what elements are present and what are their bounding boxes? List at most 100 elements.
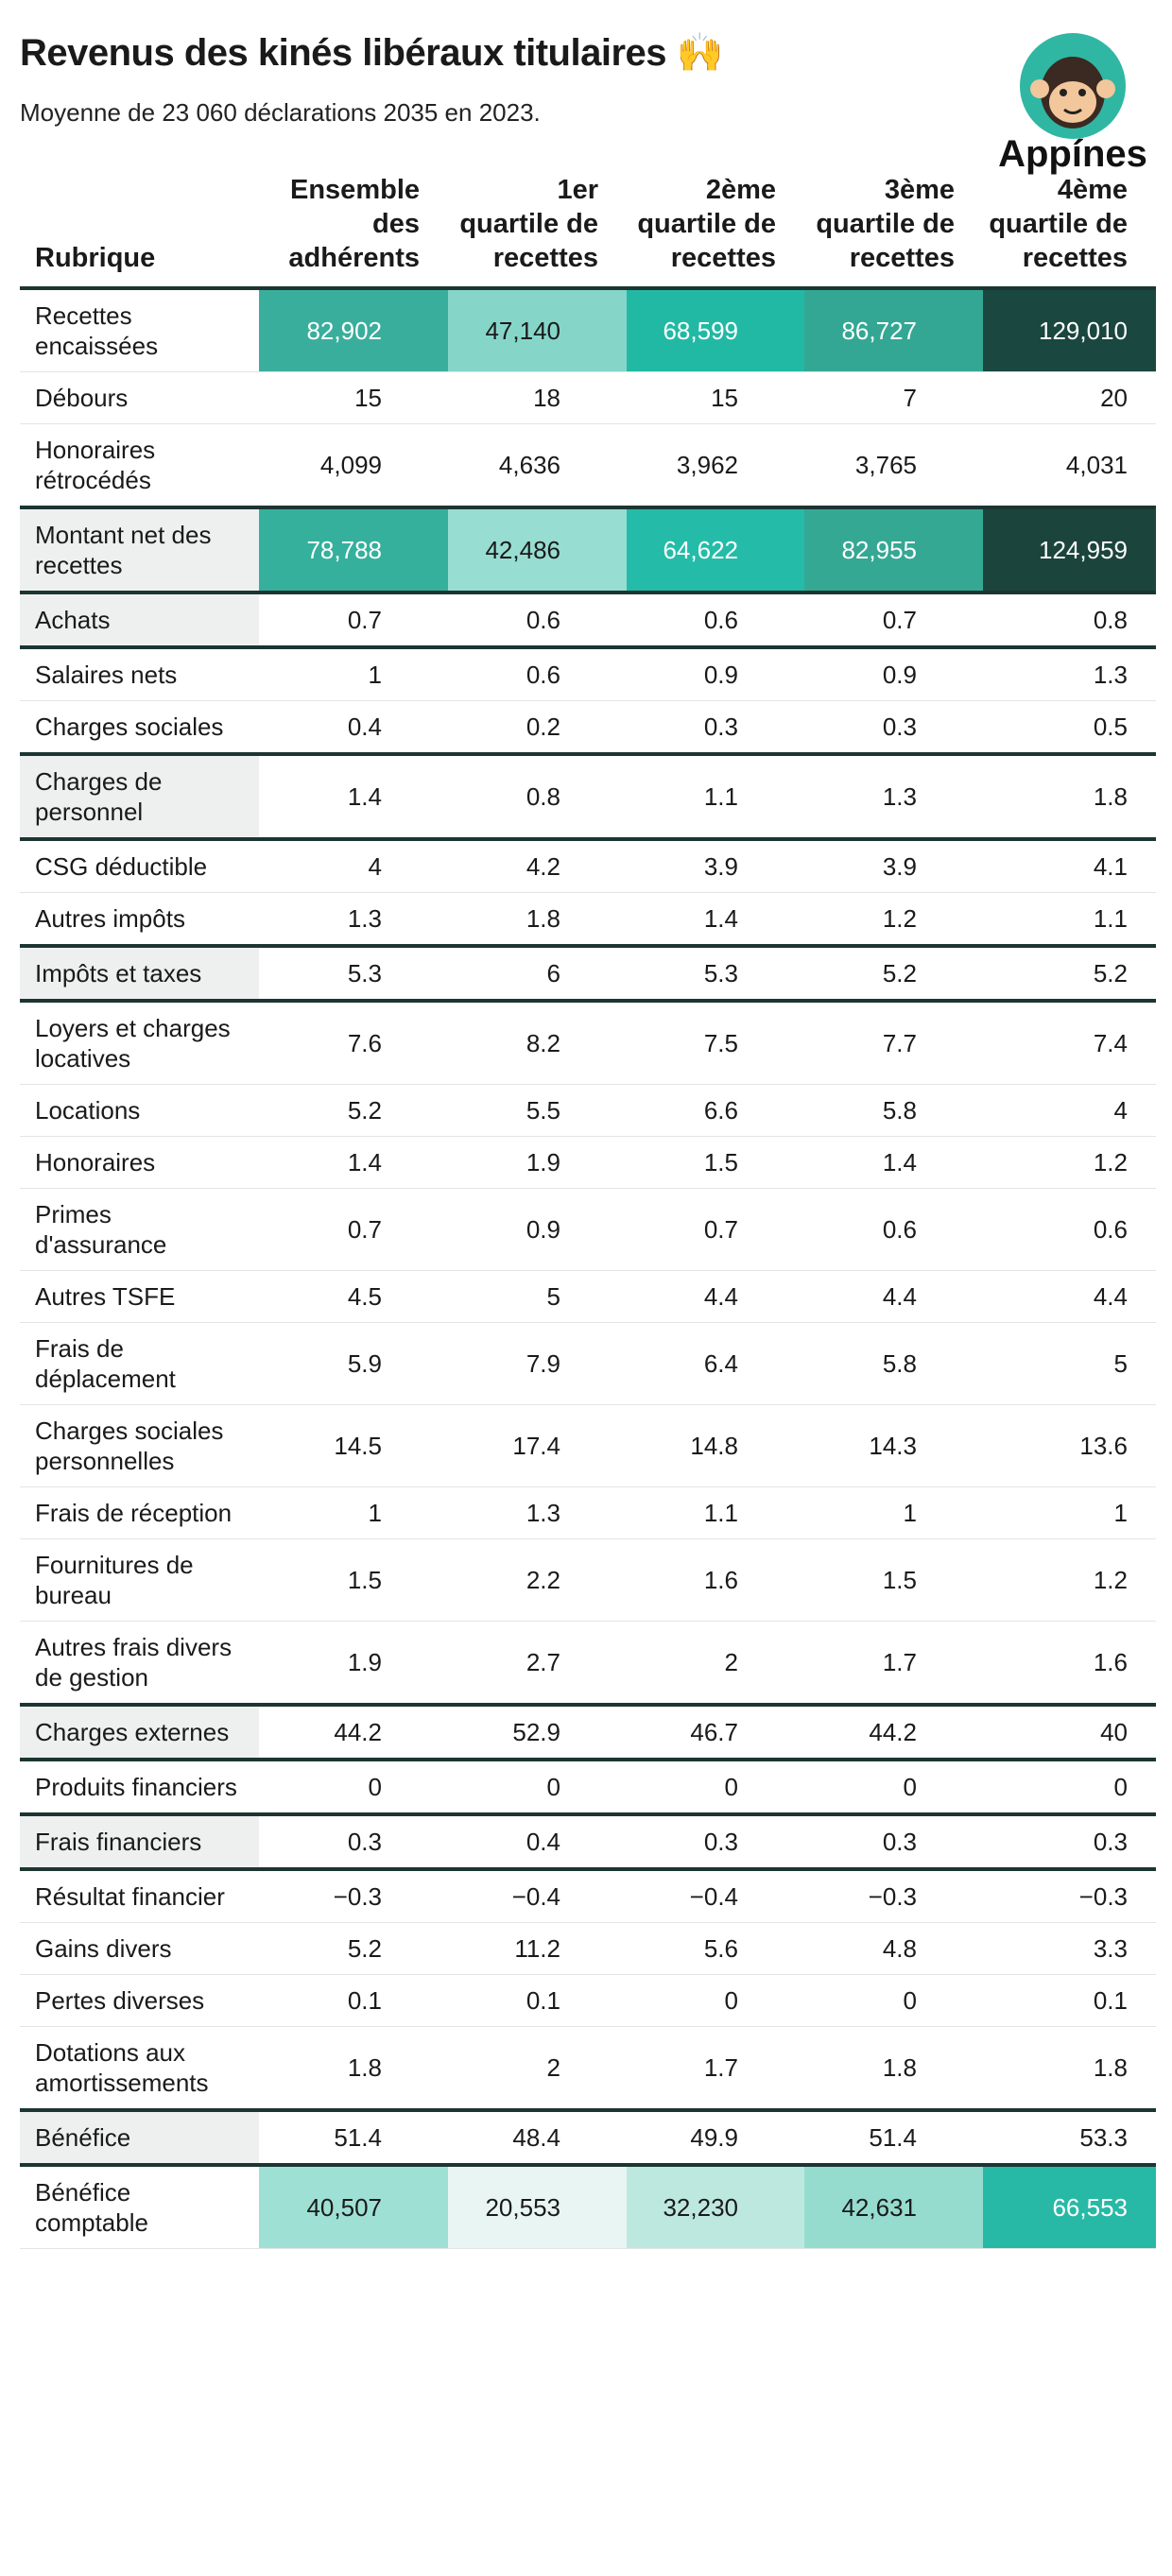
- cell: 0.3: [627, 700, 804, 755]
- cell: 4.4: [804, 1270, 983, 1323]
- cell: 0.9: [448, 1188, 627, 1271]
- cell: 49.9: [627, 2108, 804, 2167]
- row-label: Frais financiers: [20, 1812, 259, 1871]
- row-label: Débours: [20, 371, 259, 424]
- cell: 5: [983, 1322, 1156, 1405]
- cell: 0.6: [983, 1188, 1156, 1271]
- cell: 0.4: [259, 700, 448, 755]
- row-label: Achats: [20, 591, 259, 649]
- column-header-text: Ensemble des adhérents: [288, 175, 420, 273]
- cell: 1.3: [983, 647, 1156, 701]
- column-header: 4ème quartile de recettes: [983, 173, 1156, 290]
- data-table: Rubrique Ensemble des adhérents 1er quarti…: [20, 173, 1156, 2249]
- cell: 0: [983, 1760, 1156, 1815]
- cell: 3,962: [627, 423, 804, 508]
- cell: 0.7: [804, 591, 983, 649]
- table-row: Autres impôts 1.3 1.8 1.4 1.2 1.1: [20, 892, 1156, 947]
- row-label: Bénéfice comptable: [20, 2165, 259, 2249]
- table-row: Autres TSFE 4.5 5 4.4 4.4 4.4: [20, 1270, 1156, 1323]
- table-row: Honoraires 1.4 1.9 1.5 1.4 1.2: [20, 1136, 1156, 1189]
- cell: 4,099: [259, 423, 448, 508]
- cell: 2.2: [448, 1538, 627, 1622]
- table-row: Primes d'assurance 0.7 0.9 0.7 0.6 0.6: [20, 1188, 1156, 1271]
- cell: 3.9: [627, 839, 804, 893]
- table-row: Dotations aux amortissements 1.8 2 1.7 1.8 1.…: [20, 2026, 1156, 2111]
- cell: 1.8: [448, 892, 627, 947]
- cell: 1: [259, 1486, 448, 1539]
- column-header-text: 1er quartile de recettes: [459, 175, 598, 273]
- cell: 5.8: [804, 1084, 983, 1137]
- row-label: Primes d'assurance: [20, 1188, 259, 1271]
- table-row: Charges externes 44.2 52.9 46.7 44.2 40: [20, 1703, 1156, 1761]
- row-label: Recettes encaissées: [20, 288, 259, 372]
- cell: 1.1: [983, 892, 1156, 947]
- cell: 4: [983, 1084, 1156, 1137]
- cell: 4.4: [983, 1270, 1156, 1323]
- cell: 0: [259, 1760, 448, 1815]
- cell: 14.8: [627, 1404, 804, 1487]
- cell: 20,553: [448, 2165, 627, 2249]
- cell: 0: [804, 1974, 983, 2027]
- cell: 14.5: [259, 1404, 448, 1487]
- row-label: Honoraires: [20, 1136, 259, 1189]
- row-label: Loyers et charges locatives: [20, 1001, 259, 1085]
- cell: 0: [448, 1760, 627, 1815]
- cell: 1.8: [983, 2026, 1156, 2111]
- cell: 0.2: [448, 700, 627, 755]
- cell: 48.4: [448, 2108, 627, 2167]
- cell: 0.1: [448, 1974, 627, 2027]
- cell: 5.6: [627, 1922, 804, 1975]
- table-row: Impôts et taxes 5.3 6 5.3 5.2 5.2: [20, 944, 1156, 1003]
- table-row: Fournitures de bureau 1.5 2.2 1.6 1.5 1.2: [20, 1538, 1156, 1622]
- cell: 4,636: [448, 423, 627, 508]
- cell: 4.5: [259, 1270, 448, 1323]
- row-label: CSG déductible: [20, 839, 259, 893]
- cell: 1.2: [804, 892, 983, 947]
- cell: 2: [627, 1621, 804, 1706]
- row-label: Charges de personnel: [20, 752, 259, 841]
- column-header-text: 4ème quartile de recettes: [989, 175, 1128, 273]
- cell: 4: [259, 839, 448, 893]
- row-label: Frais de déplacement: [20, 1322, 259, 1405]
- cell: 1.2: [983, 1136, 1156, 1189]
- row-label: Pertes diverses: [20, 1974, 259, 2027]
- cell: 1.8: [983, 752, 1156, 841]
- cell: 7: [804, 371, 983, 424]
- cell: 0.6: [804, 1188, 983, 1271]
- cell: 42,631: [804, 2165, 983, 2249]
- table-row: Bénéfice 51.4 48.4 49.9 51.4 53.3: [20, 2108, 1156, 2167]
- cell: 0.7: [259, 1188, 448, 1271]
- cell: 1.4: [627, 892, 804, 947]
- cell: 14.3: [804, 1404, 983, 1487]
- cell: 1.4: [259, 1136, 448, 1189]
- table-row: Frais de réception 1 1.3 1.1 1 1: [20, 1486, 1156, 1539]
- cell: 82,955: [804, 506, 983, 594]
- cell: 0.3: [804, 700, 983, 755]
- cell: −0.3: [983, 1869, 1156, 1923]
- cell: 3.3: [983, 1922, 1156, 1975]
- table-row: Achats 0.7 0.6 0.6 0.7 0.8: [20, 591, 1156, 649]
- title: Revenus des kinés libéraux titulaires 🙌: [20, 32, 723, 74]
- cell: 1: [259, 647, 448, 701]
- row-label: Honoraires rétrocédés: [20, 423, 259, 508]
- cell: 51.4: [804, 2108, 983, 2167]
- cell: 5.2: [804, 944, 983, 1003]
- cell: 7.9: [448, 1322, 627, 1405]
- row-label: Charges externes: [20, 1703, 259, 1761]
- cell: 3,765: [804, 423, 983, 508]
- cell: 1.3: [804, 752, 983, 841]
- cell: 0.8: [983, 591, 1156, 649]
- table-row: Locations 5.2 5.5 6.6 5.8 4: [20, 1084, 1156, 1137]
- cell: 53.3: [983, 2108, 1156, 2167]
- column-header-text: 2ème quartile de recettes: [637, 175, 776, 273]
- table-row: Débours 15 18 15 7 20: [20, 371, 1156, 424]
- table-body: Recettes encaissées 82,902 47,140 68,599 86,…: [20, 288, 1156, 2249]
- column-header: Rubrique: [20, 173, 259, 290]
- cell: 1.3: [259, 892, 448, 947]
- row-label: Produits financiers: [20, 1760, 259, 1815]
- table-row: Autres frais divers de gestion 1.9 2.7 2 1.7…: [20, 1621, 1156, 1706]
- table-row: Charges sociales personnelles 14.5 17.4 14.…: [20, 1404, 1156, 1487]
- header-row: Rubrique Ensemble des adhérents 1er quarti…: [20, 173, 1156, 290]
- table-row: Pertes diverses 0.1 0.1 0 0 0.1: [20, 1974, 1156, 2027]
- cell: 0.9: [804, 647, 983, 701]
